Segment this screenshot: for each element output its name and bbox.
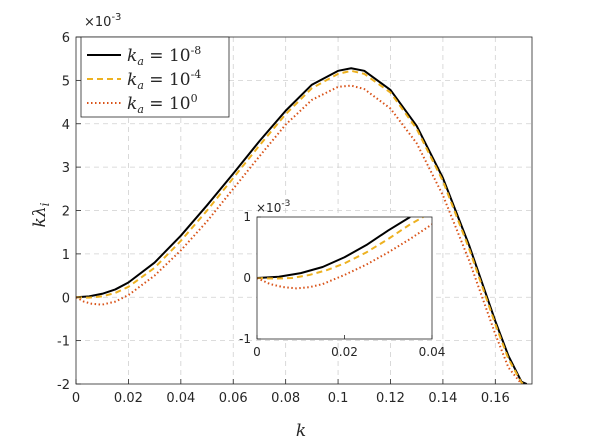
series-line-3 (76, 84, 523, 384)
y-tick-label: 4 (62, 118, 70, 133)
inset-x-tick-label: 0.04 (419, 345, 446, 359)
main-ticks: 0 0.02 0.04 0.06 0.08 0.1 0.12 0.14 0.16-2-10123… (57, 31, 510, 406)
y-tick-label: 0 (62, 291, 70, 306)
legend-label-3: ka = 100 (127, 92, 198, 116)
x-tick-label: 0.16 (481, 391, 510, 406)
x-tick-label: 0 (72, 391, 80, 406)
inset-ticks: 0 0.02 0.04-101 (239, 210, 445, 359)
x-tick-label: 0.06 (219, 391, 248, 406)
x-tick-label: 0.08 (271, 391, 300, 406)
inset-x-tick-label: 0 (253, 345, 261, 359)
inset-x-tick-label: 0.02 (331, 345, 358, 359)
inset-background (257, 217, 432, 339)
main-series-layer (76, 67, 528, 384)
x-tick-label: 0.12 (376, 391, 405, 406)
y-tick-label: 5 (62, 74, 70, 89)
legend-label-1: ka = 10-8 (127, 44, 201, 68)
y-tick-label: 2 (62, 205, 70, 220)
inset-y-tick-label: -1 (239, 332, 251, 346)
legend: ka = 10-8 ka = 10-4 ka = 100 (80, 36, 230, 118)
y-tick-label: 3 (62, 161, 70, 176)
inset-series-line-1 (257, 217, 411, 279)
y-exponent-label: ×10-3 (84, 12, 121, 30)
y-tick-label: -2 (57, 378, 70, 393)
inset-series-line-3 (257, 223, 432, 290)
inset-series-line-2 (257, 217, 424, 280)
x-tick-label: 0.14 (428, 391, 457, 406)
x-tick-label: 0.04 (166, 391, 195, 406)
y-tick-label: 1 (62, 248, 70, 263)
x-axis-label: k (296, 421, 306, 441)
x-tick-label: 0.02 (114, 391, 143, 406)
y-tick-label: -1 (57, 335, 70, 350)
legend-entry-1: ka = 10-8 (87, 44, 201, 68)
inset-y-tick-label: 0 (243, 271, 251, 285)
legend-label-2: ka = 10-4 (127, 68, 201, 92)
x-tick-label: 0.1 (328, 391, 349, 406)
inset-y-exponent-label: ×10-3 (256, 199, 290, 215)
inset-series-layer (257, 217, 432, 290)
series-line-2 (76, 69, 525, 384)
series-line-1 (76, 67, 528, 384)
inset-chart: 0 0.02 0.04-101 ×10-3 (239, 199, 445, 359)
legend-entry-3: ka = 100 (87, 92, 198, 116)
legend-box (80, 36, 230, 118)
legend-entry-2: ka = 10-4 (87, 68, 201, 92)
y-axis-label: kλi (30, 202, 52, 227)
y-tick-label: 6 (62, 31, 70, 46)
inset-y-tick-label: 1 (243, 210, 251, 224)
